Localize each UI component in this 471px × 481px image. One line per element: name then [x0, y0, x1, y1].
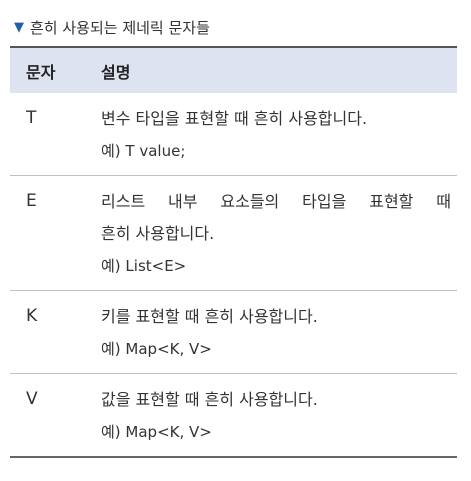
- generic-characters-table: 문자 설명 T 변수 타입을 표현할 때 흔히 사용합니다. 예) T valu…: [10, 46, 457, 458]
- row-description: 리스트 내부 요소들의 타입을 표현할 때 흔히 사용합니다. 예) List<…: [101, 186, 457, 282]
- row-char: T: [26, 108, 37, 128]
- row-char: V: [26, 389, 38, 409]
- table-row: T 변수 타입을 표현할 때 흔히 사용합니다. 예) T value;: [10, 93, 457, 176]
- row-char: K: [26, 306, 38, 326]
- table-caption: ▼ 흔히 사용되는 제네릭 문자들: [10, 10, 457, 44]
- header-char: 문자: [26, 62, 56, 82]
- description-line: 흔히 사용합니다.: [101, 224, 215, 243]
- triangle-down-icon: ▼: [14, 19, 24, 35]
- row-description: 키를 표현할 때 흔히 사용합니다. 예) Map<K, V>: [101, 301, 457, 365]
- example-line: 예) List<E>: [101, 257, 187, 275]
- example-line: 예) Map<K, V>: [101, 340, 212, 358]
- header-description: 설명: [101, 62, 131, 82]
- table-header: 문자 설명: [10, 46, 457, 93]
- table-row: V 값을 표현할 때 흔히 사용합니다. 예) Map<K, V>: [10, 374, 457, 456]
- row-description: 변수 타입을 표현할 때 흔히 사용합니다. 예) T value;: [101, 103, 457, 167]
- row-char: E: [26, 191, 37, 211]
- caption-text: 흔히 사용되는 제네릭 문자들: [30, 18, 210, 37]
- row-description: 값을 표현할 때 흔히 사용합니다. 예) Map<K, V>: [101, 384, 457, 448]
- description-line: 변수 타입을 표현할 때 흔히 사용합니다.: [101, 109, 368, 128]
- description-line: 키를 표현할 때 흔히 사용합니다.: [101, 307, 318, 326]
- table-row: E 리스트 내부 요소들의 타입을 표현할 때 흔히 사용합니다. 예) Lis…: [10, 176, 457, 291]
- description-line: 리스트 내부 요소들의 타입을 표현할 때: [101, 192, 451, 211]
- example-line: 예) T value;: [101, 142, 186, 160]
- table-row: K 키를 표현할 때 흔히 사용합니다. 예) Map<K, V>: [10, 291, 457, 374]
- description-line: 값을 표현할 때 흔히 사용합니다.: [101, 390, 318, 409]
- example-line: 예) Map<K, V>: [101, 423, 212, 441]
